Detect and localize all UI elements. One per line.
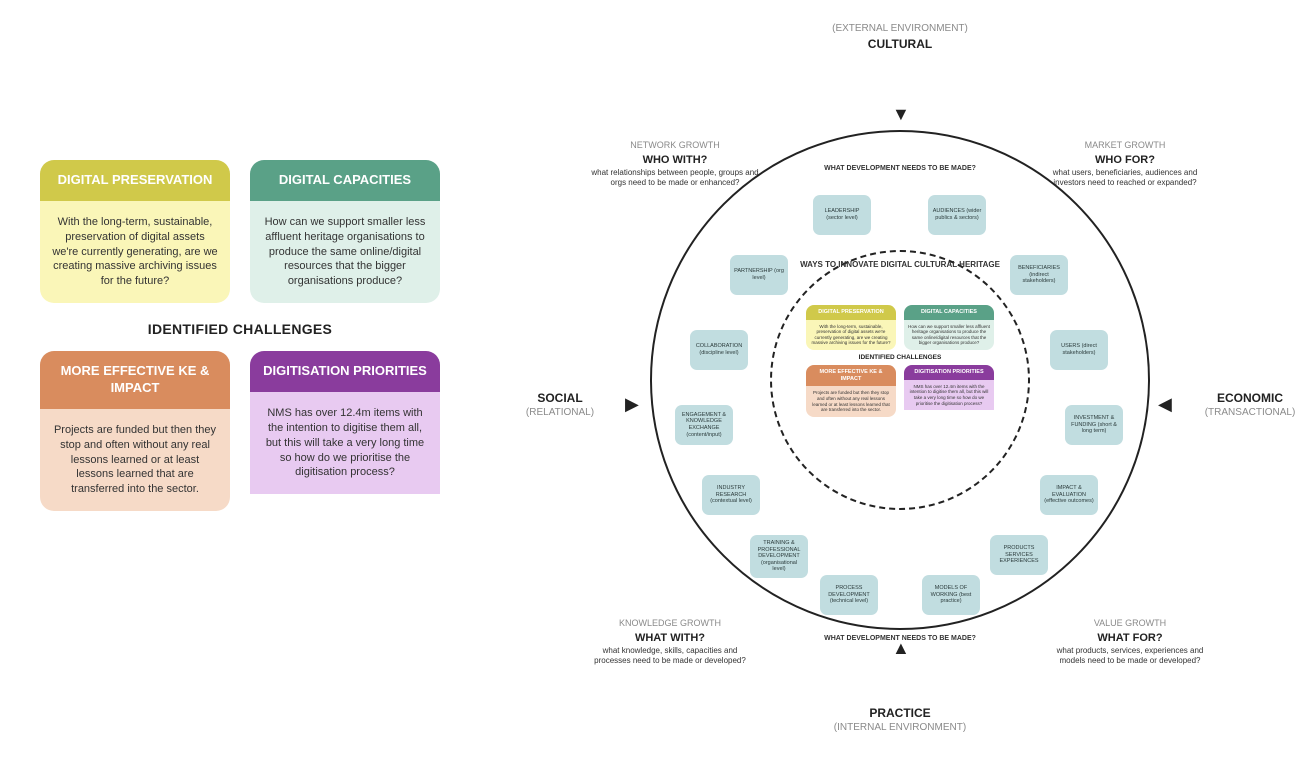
card-grid-top: DIGITAL PRESERVATIONWith the long-term, … — [40, 160, 440, 303]
chip-beneficiaries: BENEFICIARIES (indirect stakeholders) — [1010, 255, 1068, 295]
chip-audiences: AUDIENCES (wider publics & sectors) — [928, 195, 986, 235]
card-body: Projects are funded but then they stop a… — [40, 409, 230, 511]
chip-eke: ENGAGEMENT & KNOWLEDGE EXCHANGE (content… — [675, 405, 733, 445]
mini-card-header: MORE EFFECTIVE KE & IMPACT — [806, 365, 896, 386]
axis-left: SOCIAL (RELATIONAL) — [510, 390, 610, 420]
inner-title: WAYS TO INNOVATE DIGITAL CULTURAL HERITA… — [800, 260, 1000, 269]
mini-card-header: DIGITISATION PRIORITIES — [904, 365, 994, 380]
axis-bottom: PRACTICE (INTERNAL ENVIRONMENT) — [830, 705, 970, 735]
chip-partnership: PARTNERSHIP (org level) — [730, 255, 788, 295]
chip-users: USERS (direct stakeholders) — [1050, 330, 1108, 370]
card-body: How can we support smaller less affluent… — [250, 201, 440, 303]
mini-card-body: How can we support smaller less affluent… — [904, 320, 994, 351]
mini-card-mini-dp: DIGITAL PRESERVATIONWith the long-term, … — [806, 305, 896, 350]
quad-tl: NETWORK GROWTH WHO WITH? what relationsh… — [590, 140, 760, 189]
card-body: NMS has over 12.4m items with the intent… — [250, 392, 440, 494]
chip-investment: INVESTMENT & FUNDING (short & long term) — [1065, 405, 1123, 445]
section-title: IDENTIFIED CHALLENGES — [40, 321, 440, 337]
mini-card-mini-ke: MORE EFFECTIVE KE & IMPACTProjects are f… — [806, 365, 896, 417]
chip-leadership: LEADERSHIP (sector level) — [813, 195, 871, 235]
dev-top-label: WHAT DEVELOPMENT NEEDS TO BE MADE? — [810, 165, 990, 172]
mini-cards: DIGITAL PRESERVATIONWith the long-term, … — [798, 305, 1002, 421]
chip-impact: IMPACT & EVALUATION (effective outcomes) — [1040, 475, 1098, 515]
dev-bottom-label: WHAT DEVELOPMENT NEEDS TO BE MADE? — [810, 635, 990, 642]
axis-right: ECONOMIC (TRANSACTIONAL) — [1190, 390, 1298, 420]
mini-card-header: DIGITAL PRESERVATION — [806, 305, 896, 320]
chip-products: PRODUCTS SERVICES EXPERIENCES — [990, 535, 1048, 575]
axis-top: (EXTERNAL ENVIRONMENT) CULTURAL — [830, 22, 970, 52]
mini-card-mini-pr: DIGITISATION PRIORITIESNMS has over 12.4… — [904, 365, 994, 417]
chip-process: PROCESS DEVELOPMENT (technical level) — [820, 575, 878, 615]
card-header: DIGITAL PRESERVATION — [40, 160, 230, 201]
card-header: MORE EFFECTIVE KE & IMPACT — [40, 351, 230, 409]
mini-card-mini-dc: DIGITAL CAPACITIESHow can we support sma… — [904, 305, 994, 350]
challenge-card-digital-capacities: DIGITAL CAPACITIESHow can we support sma… — [250, 160, 440, 303]
chip-models: MODELS OF WORKING (best practice) — [922, 575, 980, 615]
mini-section-title: IDENTIFIED CHALLENGES — [798, 354, 1002, 361]
chip-collaboration: COLLABORATION (discipline level) — [690, 330, 748, 370]
arrow-left-icon: ◀ — [1158, 394, 1172, 415]
quad-br: VALUE GROWTH WHAT FOR? what products, se… — [1045, 618, 1215, 667]
quad-bl: KNOWLEDGE GROWTH WHAT WITH? what knowled… — [585, 618, 755, 667]
card-body: With the long-term, sustainable, preserv… — [40, 201, 230, 303]
challenge-card-digital-preservation: DIGITAL PRESERVATIONWith the long-term, … — [40, 160, 230, 303]
mini-card-body: NMS has over 12.4m items with the intent… — [904, 380, 994, 411]
arrow-down-icon: ▼ — [892, 104, 910, 125]
card-header: DIGITISATION PRIORITIES — [250, 351, 440, 392]
mini-card-header: DIGITAL CAPACITIES — [904, 305, 994, 320]
challenge-card-more-effective-ke: MORE EFFECTIVE KE & IMPACTProjects are f… — [40, 351, 230, 511]
mini-card-body: Projects are funded but then they stop a… — [806, 386, 896, 417]
innovation-diagram: (EXTERNAL ENVIRONMENT) CULTURAL PRACTICE… — [530, 10, 1270, 750]
chip-training: TRAINING & PROFESSIONAL DEVELOPMENT (org… — [750, 535, 808, 578]
left-challenges-panel: DIGITAL PRESERVATIONWith the long-term, … — [40, 160, 440, 511]
mini-card-body: With the long-term, sustainable, preserv… — [806, 320, 896, 351]
arrow-right-icon: ▶ — [625, 394, 639, 415]
challenge-card-digitisation-priorities: DIGITISATION PRIORITIESNMS has over 12.4… — [250, 351, 440, 511]
card-grid-bottom: MORE EFFECTIVE KE & IMPACTProjects are f… — [40, 351, 440, 511]
chip-industry: INDUSTRY RESEARCH (contextual level) — [702, 475, 760, 515]
card-header: DIGITAL CAPACITIES — [250, 160, 440, 201]
quad-tr: MARKET GROWTH WHO FOR? what users, benef… — [1040, 140, 1210, 189]
